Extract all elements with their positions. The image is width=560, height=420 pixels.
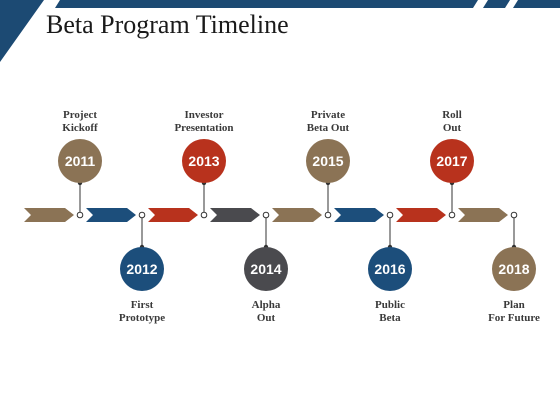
milestone-label: Roll Out bbox=[442, 109, 462, 134]
timeline-arrow bbox=[148, 208, 198, 222]
timeline-arrow bbox=[396, 208, 446, 222]
timeline-dot bbox=[262, 211, 270, 219]
year-label: 2011 bbox=[65, 153, 96, 169]
year-label: 2018 bbox=[498, 261, 529, 277]
timeline-arrow bbox=[86, 208, 136, 222]
year-circle bbox=[120, 247, 164, 291]
year-label: 2016 bbox=[374, 261, 405, 277]
year-label: 2014 bbox=[250, 261, 281, 277]
milestone-label: Public Beta bbox=[375, 299, 405, 324]
year-circle bbox=[244, 247, 288, 291]
top-banner-bar bbox=[55, 0, 478, 8]
corner-triangle bbox=[0, 0, 44, 62]
year-circle bbox=[430, 139, 474, 183]
year-circle bbox=[306, 139, 350, 183]
timeline-arrow bbox=[272, 208, 322, 222]
timeline-arrow bbox=[210, 208, 260, 222]
timeline-arrow bbox=[334, 208, 384, 222]
year-label: 2012 bbox=[126, 261, 157, 277]
top-banner-stripe-1 bbox=[483, 0, 510, 8]
year-circle bbox=[368, 247, 412, 291]
milestone-label: Private Beta Out bbox=[306, 109, 350, 134]
page-title: Beta Program Timeline bbox=[46, 10, 289, 39]
timeline-dot bbox=[76, 211, 84, 219]
timeline-arrow bbox=[458, 208, 508, 222]
timeline-dot bbox=[324, 211, 332, 219]
timeline-dot bbox=[448, 211, 456, 219]
year-circle bbox=[492, 247, 536, 291]
milestone-label: Investor Presentation bbox=[174, 109, 234, 134]
year-label: 2013 bbox=[188, 153, 219, 169]
timeline-dot bbox=[200, 211, 208, 219]
header-decoration bbox=[0, 0, 560, 62]
top-banner-stripe-2 bbox=[513, 0, 560, 8]
year-label: 2017 bbox=[436, 153, 467, 169]
year-circle bbox=[58, 139, 102, 183]
timeline-dot bbox=[510, 211, 518, 219]
year-circle bbox=[182, 139, 226, 183]
timeline-dot bbox=[386, 211, 394, 219]
milestone-label: Project Kickoff bbox=[62, 109, 98, 134]
timeline-dot bbox=[138, 211, 146, 219]
milestone-label: Plan For Future bbox=[488, 299, 540, 324]
milestone-label: Alpha Out bbox=[251, 299, 281, 324]
milestone-label: First Prototype bbox=[118, 299, 166, 324]
timeline-arrow bbox=[24, 208, 74, 222]
year-label: 2015 bbox=[312, 153, 343, 169]
